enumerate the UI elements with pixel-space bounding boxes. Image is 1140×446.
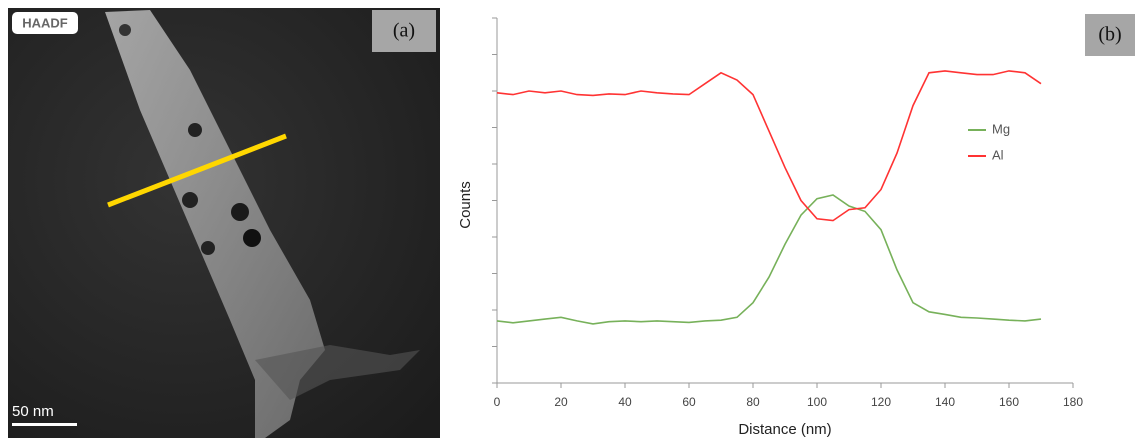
- x-tick-label: 160: [999, 395, 1019, 409]
- y-axis-title: Counts: [457, 181, 474, 229]
- label-box: [12, 12, 78, 34]
- debris: [255, 345, 420, 400]
- scale-bar-label: 50 nm: [12, 403, 54, 420]
- micrograph: HAADF (a) 50 nm: [8, 8, 440, 438]
- x-tick-label: 140: [935, 395, 955, 409]
- fiber: [105, 10, 325, 438]
- pore: [243, 229, 261, 247]
- pore: [201, 241, 215, 255]
- x-tick-label: 100: [807, 395, 827, 409]
- data-line: [496, 194, 1042, 325]
- panel-label: (b): [1098, 24, 1121, 46]
- x-tick-label: 0: [494, 395, 501, 409]
- legend-label: Mg: [992, 121, 1010, 136]
- panel-box: [1085, 14, 1135, 56]
- legend-label: Al: [992, 147, 1004, 162]
- scan-line: [107, 133, 287, 208]
- scale-bar: [12, 423, 77, 426]
- pore: [188, 123, 202, 137]
- x-tick-label: 120: [871, 395, 891, 409]
- x-tick-label: 80: [746, 395, 760, 409]
- pore: [119, 24, 131, 36]
- data-line: [496, 70, 1042, 222]
- x-tick-label: 40: [618, 395, 632, 409]
- x-tick-label: 20: [554, 395, 568, 409]
- pore: [182, 192, 198, 208]
- pore: [231, 203, 249, 221]
- panel-box: [372, 10, 436, 52]
- x-tick-label: 60: [682, 395, 696, 409]
- image-label: HAADF: [22, 15, 68, 30]
- x-tick-label: 180: [1063, 395, 1083, 409]
- x-axis-title: Distance (nm): [738, 421, 831, 438]
- panel-label: (a): [393, 20, 415, 42]
